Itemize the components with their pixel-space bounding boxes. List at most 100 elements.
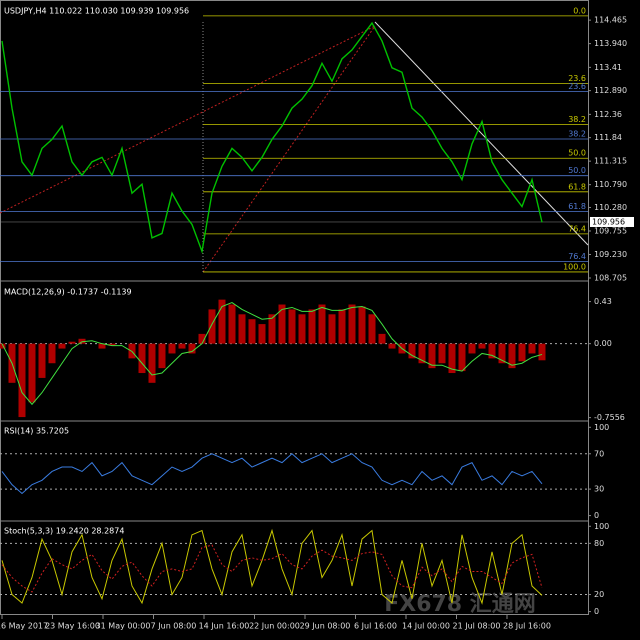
histogram-bar [158,343,166,369]
x-tick-label: 22 Jun 00:00 [249,622,300,631]
histogram-bar [388,343,396,349]
fib-label: 50.0 [568,149,586,158]
histogram-bar [48,343,56,364]
histogram-bar [178,343,186,349]
histogram-bar [148,343,156,383]
histogram-bar [208,309,216,344]
histogram-bar [378,333,386,344]
x-tick-label: 23 May 16:00 [45,622,100,631]
histogram-bar [68,341,76,344]
histogram-bar [58,343,66,349]
y-tick-label: 70 [594,449,604,458]
fib-label: 38.2 [568,129,586,138]
histogram-bar [358,306,366,344]
histogram-bar [268,314,276,344]
y-tick-label: 80 [594,539,604,548]
fib-label: 0.0 [573,6,586,15]
histogram-bar [408,343,416,359]
x-tick-label: 7 Jun 08:00 [151,622,197,631]
histogram-bar [438,343,446,364]
histogram-bar [348,304,356,344]
series-line [1,528,543,605]
histogram-bar [38,343,46,378]
y-tick-label: 111.84 [594,133,622,142]
series-line [1,302,543,406]
y-tick-label: 109.755 [594,226,627,235]
x-tick-label: 28 Jul 16:00 [503,622,551,631]
histogram-bar [328,314,336,344]
x-tick-label: 6 Jul 16:00 [354,622,397,631]
histogram-bar [198,333,206,344]
y-tick-label: 0 [594,607,599,616]
series-line [1,544,543,593]
y-tick-label: -0.7556 [594,413,625,422]
y-tick-label: 112.36 [594,110,622,119]
fib-label: 50.0 [568,166,586,175]
fib-label: 100.0 [563,262,586,271]
y-tick-label: 30 [594,485,604,494]
panel-title: MACD(12,26,9) -0.1737 -0.1139 [4,288,132,297]
histogram-bar [218,299,226,344]
watermark: FX678 汇通网 [384,592,536,617]
y-tick-label: 111.315 [594,157,627,166]
frame [0,0,589,615]
histogram-bar [478,343,486,349]
histogram-bar [288,309,296,344]
histogram-bar [448,343,456,374]
x-tick-label: 21 Jul 08:00 [453,622,501,631]
y-tick-label: 109.230 [594,250,627,259]
histogram-bar [18,343,26,418]
histogram-bar [538,343,546,361]
series-line [1,453,543,495]
histogram-bar [28,343,36,403]
histogram-bar [168,343,176,354]
histogram-bar [528,343,536,354]
y-tick-label: 113.41 [594,63,622,72]
histogram-bar [458,343,466,372]
y-tick-label: 100 [594,522,609,531]
y-tick-label: 0.43 [594,297,612,306]
histogram-bar [368,314,376,344]
y-tick-label: 20 [594,590,604,599]
x-tick-label: 31 May 00:00 [96,622,151,631]
panel-title: Stoch(5,3,3) 19.2420 28.2874 [4,527,124,536]
y-tick-label: 100 [594,423,609,432]
y-tick-label: 110.790 [594,180,627,189]
histogram-bar [188,343,196,354]
fib-label: 61.8 [568,182,586,191]
panel-title: RSI(14) 35.7205 [4,427,69,436]
panel-title: USDJPY,H4 110.022 110.030 109.939 109.95… [4,7,189,16]
histogram-bar [428,343,436,369]
histogram-bar [108,343,116,346]
histogram-bar [338,309,346,344]
histogram-bar [98,343,106,349]
histogram-bar [518,343,526,362]
x-tick-label: 14 Jul 00:00 [402,622,450,631]
trend-line [374,21,589,246]
fib-label: 23.6 [568,74,586,83]
histogram-bar [298,314,306,344]
y-tick-label: 0 [594,511,599,520]
x-tick-label: 14 Jun 16:00 [199,622,250,631]
price-box [590,216,634,227]
fib-label: 23.6 [568,82,586,91]
histogram-bar [488,343,496,359]
y-tick-label: 113.940 [594,39,627,48]
series-line [1,21,543,255]
fib-label: 76.4 [568,224,586,233]
fib-label: 61.8 [568,202,586,211]
y-tick-label: 0.00 [594,339,612,348]
histogram-bar [248,319,256,344]
histogram-bar [238,314,246,344]
x-tick-label: 29 Jun 08:00 [300,622,351,631]
fib-label: 38.2 [568,115,586,124]
histogram-bar [278,304,286,344]
trend-line [0,25,376,214]
fib-label: 76.4 [568,252,586,261]
current-price: 109.956 [592,217,625,226]
histogram-bar [318,304,326,344]
histogram-bar [498,343,506,364]
y-tick-label: 114.465 [594,16,627,25]
